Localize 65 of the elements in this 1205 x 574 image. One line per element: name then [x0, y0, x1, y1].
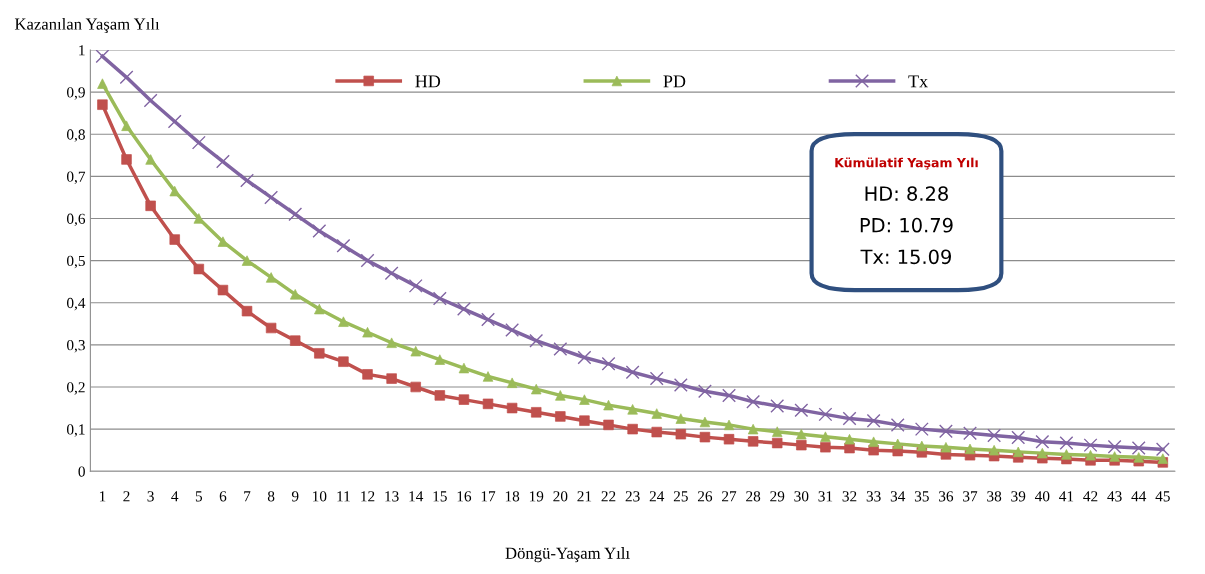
x-tick-label: 34 [890, 491, 906, 502]
y-tick-label: 0,3 [67, 340, 85, 353]
x-tick-label: 41 [1059, 491, 1074, 502]
y-tick-label: 0 [78, 466, 85, 477]
x-tick-label: 22 [601, 491, 616, 502]
x-tick-label: 10 [313, 491, 327, 502]
x-tick-label: 25 [673, 491, 688, 502]
x-tick-label: 36 [939, 491, 954, 502]
y-tick-label: 0,5 [67, 255, 85, 269]
x-tick-label: 19 [529, 491, 544, 502]
y-tick-label: 0,9 [67, 87, 85, 100]
x-tick-label: 18 [505, 491, 520, 502]
x-tick-label: 35 [914, 491, 929, 502]
y-tick-label: 1 [79, 45, 85, 56]
x-tick-label: 27 [722, 491, 737, 502]
x-tick-label: 1 [99, 491, 106, 502]
x-tick-label: 17 [481, 491, 496, 502]
y-tick-label: 0,6 [67, 213, 86, 227]
x-tick-label: 31 [818, 491, 833, 502]
x-tick-label: 26 [697, 491, 713, 502]
y-tick-label: 0,1 [67, 424, 85, 437]
x-tick-label: 11 [337, 491, 350, 502]
legend-label: HD [415, 75, 441, 88]
y-tick-label: 0,4 [67, 297, 86, 311]
x-tick-label: 15 [433, 491, 447, 502]
x-tick-label: 20 [553, 491, 568, 502]
x-tick-label: 28 [746, 491, 761, 502]
x-tick-label: 5 [195, 491, 203, 502]
x-tick-label: 40 [1034, 491, 1050, 502]
x-tick-label: 12 [361, 491, 375, 502]
x-tick-label: 6 [219, 491, 227, 502]
x-tick-label: 38 [987, 491, 1002, 502]
x-tick-label: 29 [770, 491, 785, 502]
x-tick-label: 7 [244, 491, 251, 502]
x-tick-label: 2 [123, 491, 130, 502]
annotation: Tx: 15.09 [860, 249, 951, 265]
x-tick-label: 30 [794, 491, 809, 502]
annotation: HD: 8.28 [865, 186, 948, 201]
x-tick-label: 4 [171, 491, 179, 502]
x-tick-label: 39 [1011, 491, 1026, 502]
x-tick-label: 44 [1131, 491, 1147, 502]
x-tick-label: 45 [1155, 491, 1170, 502]
y-axis-title: Kazanılan Yaşam Yılı [14, 17, 160, 34]
x-tick-label: 9 [291, 491, 299, 502]
y-tick-label: 0,7 [67, 171, 86, 184]
y-tick-label: 0,8 [67, 129, 85, 142]
x-tick-label: 8 [267, 491, 275, 502]
x-tick-label: 43 [1107, 491, 1122, 502]
x-tick-label: 42 [1083, 491, 1098, 502]
x-tick-label: 32 [842, 491, 857, 502]
annotation: PD: 10.79 [860, 217, 953, 233]
x-tick-label: 14 [409, 491, 424, 502]
x-axis-title: Döngü-Yaşam Yılı [505, 547, 630, 563]
x-tick-label: 37 [963, 491, 978, 502]
x-tick-label: 16 [457, 491, 472, 502]
legend-label: PD [663, 75, 686, 88]
annotation: Kümülatif Yaşam Yılı [835, 157, 978, 170]
y-tick-label: 0,2 [67, 382, 85, 395]
x-tick-label: 24 [649, 491, 665, 502]
x-tick-label: 33 [866, 491, 881, 502]
legend-label: Tx [908, 75, 928, 88]
x-tick-label: 21 [577, 491, 592, 502]
x-tick-label: 13 [385, 491, 399, 502]
x-tick-label: 23 [625, 491, 640, 502]
x-tick-label: 3 [147, 491, 154, 502]
